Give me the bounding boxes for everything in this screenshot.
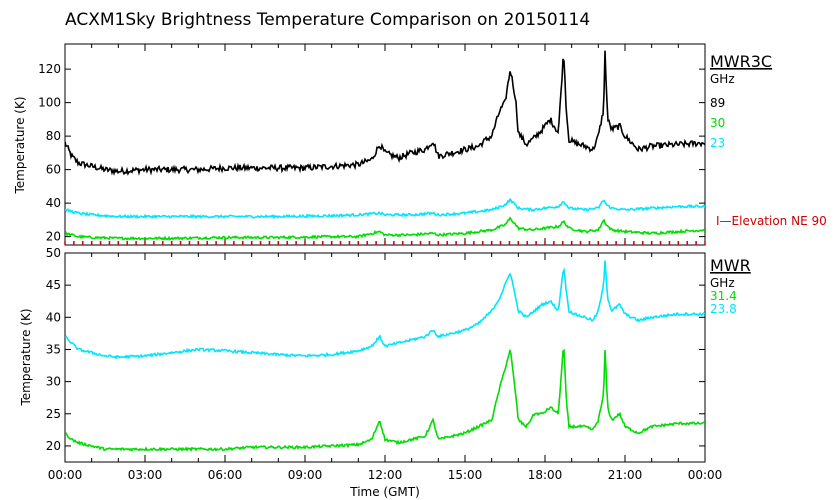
bottom-series-23-8 bbox=[65, 260, 705, 360]
chart-title: ACXM1Sky Brightness Temperature Comparis… bbox=[65, 10, 590, 30]
elevation-annotation: I—Elevation NE 90 bbox=[716, 214, 827, 228]
x-tick-label: 21:00 bbox=[608, 468, 643, 482]
top-y-tick-label: 100 bbox=[38, 96, 61, 110]
bottom-y-tick-label: 30 bbox=[46, 375, 61, 389]
x-tick-label: 00:00 bbox=[48, 468, 83, 482]
bottom-legend-entry: 23.8 bbox=[710, 302, 737, 316]
bottom-legend-unit: GHz bbox=[710, 276, 735, 290]
bottom-plot-frame bbox=[64, 252, 706, 463]
bottom-legend: 31.423.8 bbox=[710, 289, 737, 316]
top-y-tick-label: 60 bbox=[46, 163, 61, 177]
x-tick-label: 18:00 bbox=[528, 468, 563, 482]
top-series-30 bbox=[65, 216, 705, 241]
bottom-y-ticks: 20 25 30 35 40 45 50 bbox=[46, 246, 705, 453]
x-tick-label: 00:00 bbox=[688, 468, 723, 482]
bottom-series-group bbox=[65, 260, 705, 453]
x-axis-label: Time (GMT) bbox=[349, 485, 420, 499]
bottom-x-ticks: 00:00 03:00 06:00 09:00 12:00 15:00 18:00 21:00… bbox=[48, 253, 723, 482]
bottom-y-tick-label: 20 bbox=[46, 439, 61, 453]
top-y-tick-label: 80 bbox=[46, 129, 61, 143]
top-legend-unit: GHz bbox=[710, 72, 735, 86]
top-series-group bbox=[65, 50, 705, 241]
top-y-ticks: 20 40 60 80 100 120 bbox=[38, 62, 705, 244]
bottom-panel: 20 25 30 35 40 45 50 00:00 03:00 06:00 09:00 12:00… bbox=[19, 246, 751, 499]
bottom-y-tick-label: 25 bbox=[46, 407, 61, 421]
x-tick-label: 12:00 bbox=[368, 468, 403, 482]
top-legend-title: MWR3C bbox=[710, 52, 772, 71]
bottom-y-tick-label: 50 bbox=[46, 246, 61, 260]
bottom-series-31-4 bbox=[65, 348, 705, 453]
bottom-y-tick-label: 45 bbox=[46, 278, 61, 292]
elevation-markers bbox=[64, 241, 706, 245]
bottom-legend-title: MWR bbox=[710, 256, 751, 275]
top-panel: 20 40 60 80 100 120 Temperature (K) MWR3C GHz… bbox=[13, 43, 827, 246]
top-series-89 bbox=[65, 50, 705, 176]
top-y-tick-label: 120 bbox=[38, 62, 61, 76]
x-tick-label: 06:00 bbox=[208, 468, 243, 482]
bottom-y-tick-label: 40 bbox=[46, 310, 61, 324]
x-tick-label: 03:00 bbox=[128, 468, 163, 482]
top-legend-entry: 89 bbox=[710, 96, 725, 110]
bottom-y-tick-label: 35 bbox=[46, 342, 61, 356]
top-y-axis-label: Temperature (K) bbox=[13, 96, 27, 194]
bottom-legend-entry: 31.4 bbox=[710, 289, 737, 303]
top-y-tick-label: 20 bbox=[46, 230, 61, 244]
top-legend: 89 30 23 bbox=[710, 96, 725, 150]
x-tick-label: 15:00 bbox=[448, 468, 483, 482]
top-legend-entry: 30 bbox=[710, 116, 725, 130]
top-y-tick-label: 40 bbox=[46, 196, 61, 210]
top-legend-entry: 23 bbox=[710, 136, 725, 150]
x-tick-label: 09:00 bbox=[288, 468, 323, 482]
bottom-y-axis-label: Temperature (K) bbox=[19, 308, 33, 406]
top-series-23 bbox=[65, 197, 705, 220]
